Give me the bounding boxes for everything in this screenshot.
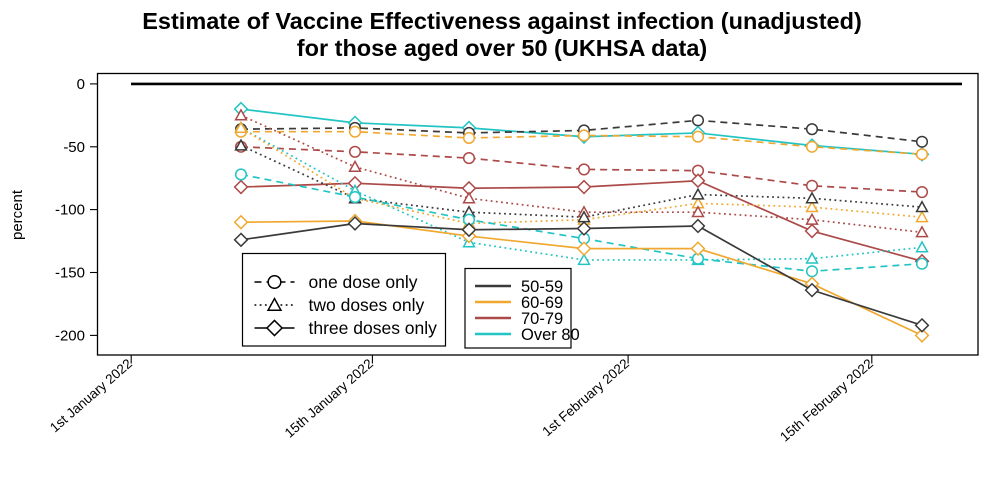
- svg-text:0: 0: [77, 76, 85, 93]
- svg-text:one dose only: one dose only: [309, 272, 418, 292]
- svg-text:15th January 2022: 15th January 2022: [282, 356, 376, 441]
- svg-text:-200: -200: [55, 327, 85, 344]
- svg-text:Over 80: Over 80: [521, 326, 580, 344]
- svg-text:15th February 2022: 15th February 2022: [777, 356, 876, 445]
- svg-text:-150: -150: [55, 265, 85, 282]
- svg-text:three doses only: three doses only: [309, 318, 438, 338]
- svg-text:1st January 2022: 1st January 2022: [47, 356, 135, 435]
- svg-text:1st February 2022: 1st February 2022: [539, 356, 632, 439]
- svg-text:percent: percent: [9, 189, 26, 240]
- svg-text:-100: -100: [55, 202, 85, 219]
- svg-text:two doses only: two doses only: [309, 295, 425, 315]
- svg-text:-50: -50: [63, 139, 85, 156]
